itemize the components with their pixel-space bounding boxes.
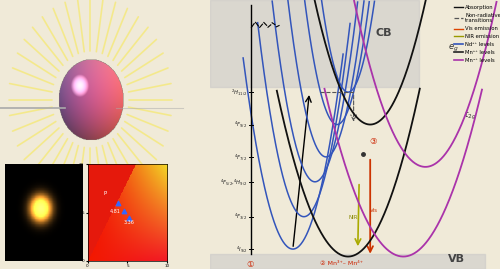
Text: 3.36: 3.36 — [124, 220, 134, 225]
Point — [114, 201, 122, 205]
Text: Vis: Vis — [370, 208, 378, 213]
Text: $^4I_{9/2}$: $^4I_{9/2}$ — [236, 244, 248, 254]
Legend: Absorption, Non-radiative
transitions, Vis emission, NIR emission, Nd³⁺ levels, : Absorption, Non-radiative transitions, V… — [452, 3, 500, 65]
Text: $^4F_{5/2}$,$^4H_{9/2}$: $^4F_{5/2}$,$^4H_{9/2}$ — [220, 177, 248, 187]
Text: $^4F_{3/2}$: $^4F_{3/2}$ — [234, 212, 247, 221]
Text: CB: CB — [376, 28, 392, 38]
Text: $^4F_{7/2}$: $^4F_{7/2}$ — [234, 152, 247, 162]
Text: VB: VB — [448, 253, 465, 264]
Text: ③: ③ — [369, 137, 376, 147]
Text: $^4F_{9/2}$: $^4F_{9/2}$ — [234, 120, 247, 129]
Text: ② Mn³⁺– Mn⁴⁺: ② Mn³⁺– Mn⁴⁺ — [320, 261, 364, 266]
Point — [120, 208, 128, 213]
Text: 4.81: 4.81 — [110, 208, 121, 214]
Text: $e_g$: $e_g$ — [448, 43, 458, 54]
Text: P: P — [104, 191, 107, 196]
Text: ①: ① — [246, 260, 254, 268]
Point — [125, 216, 133, 221]
Text: NIR: NIR — [348, 215, 358, 220]
Text: $^2H_{11/2}$: $^2H_{11/2}$ — [231, 87, 248, 97]
Text: $t_{2g}$: $t_{2g}$ — [464, 108, 476, 122]
